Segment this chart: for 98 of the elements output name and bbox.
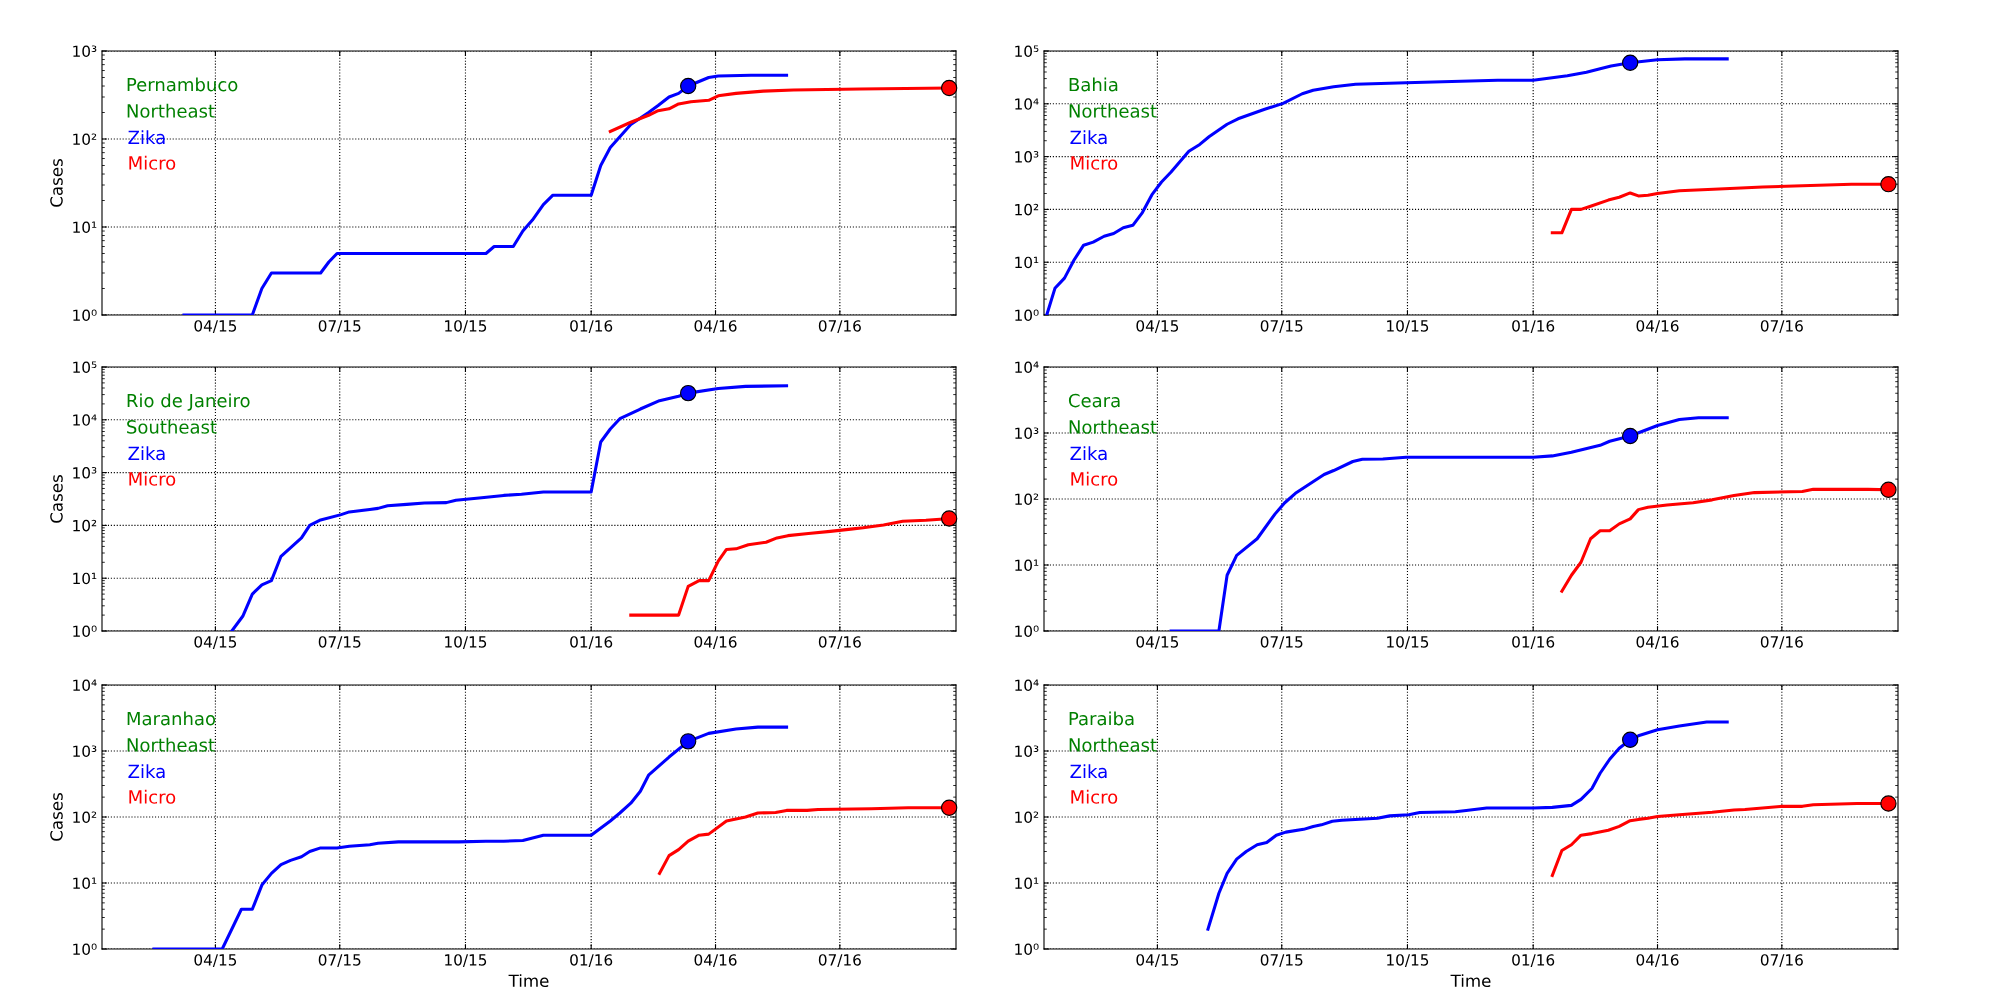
x-tick-label: 04/16 xyxy=(1636,320,1679,333)
x-tick-label: 07/16 xyxy=(818,636,861,649)
y-tick-label: 10⁵ xyxy=(1015,45,1039,58)
x-tick-label: 04/16 xyxy=(1636,636,1679,649)
y-tick-label: 10⁵ xyxy=(73,361,97,374)
x-tick-label: 01/16 xyxy=(570,320,613,333)
text: Ceara xyxy=(1068,393,1120,408)
y-tick-label: 10⁴ xyxy=(73,414,97,426)
x-tick-label: 07/15 xyxy=(1260,320,1303,333)
text: Pernambuco xyxy=(127,77,238,92)
y-tick-label: 10³ xyxy=(1015,427,1039,440)
y-tick-label: 10¹ xyxy=(1015,877,1039,890)
text: Northeast xyxy=(1069,419,1157,434)
text: Bahia xyxy=(1069,77,1118,92)
x-tick-label: 10/15 xyxy=(1387,954,1429,967)
line-series xyxy=(1169,416,1729,631)
text: Maranhao xyxy=(127,711,216,726)
text: Rio de Janeiro xyxy=(127,393,250,411)
text: Micro xyxy=(1071,471,1118,486)
x-tick-label: 04/16 xyxy=(694,954,737,967)
text: Northeast xyxy=(1069,103,1157,118)
text: Zika xyxy=(128,764,165,779)
x-tick-label: 10/15 xyxy=(445,320,487,333)
text: Southeast xyxy=(127,419,217,434)
y-tick-label: 10³ xyxy=(1015,745,1039,758)
y-tick-label: 10³ xyxy=(73,45,97,58)
x-tick-label: 07/15 xyxy=(318,636,361,649)
line-series xyxy=(1206,720,1729,931)
text: Zika xyxy=(1070,764,1107,779)
x-axis-title: Time xyxy=(1450,974,1491,988)
y-tick-label: 10⁰ xyxy=(73,309,97,322)
y-tick-label: 10² xyxy=(73,811,97,824)
x-axis-title: Time xyxy=(508,974,549,988)
x-tick-label: 10/15 xyxy=(1387,320,1429,333)
text: Micro xyxy=(1071,155,1118,170)
x-tick-label: 04/16 xyxy=(694,320,737,333)
y-tick-label: 10¹ xyxy=(1015,559,1039,572)
x-tick-label: 10/15 xyxy=(1387,636,1429,649)
y-axis-title: Cases xyxy=(50,793,63,841)
y-tick-label: 10² xyxy=(73,519,97,532)
text: Northeast xyxy=(127,737,215,752)
y-tick-label: 10⁰ xyxy=(73,625,97,638)
y-tick-label: 10¹ xyxy=(73,572,97,585)
x-tick-label: 04/16 xyxy=(1636,954,1679,967)
y-tick-label: 10⁴ xyxy=(1015,361,1039,374)
y-tick-label: 10⁴ xyxy=(1015,679,1039,692)
x-tick-label: 04/15 xyxy=(1136,636,1179,649)
text: Micro xyxy=(129,155,176,170)
x-tick-label: 10/15 xyxy=(445,954,487,967)
x-tick-label: 07/16 xyxy=(1760,320,1803,333)
y-tick-label: 10² xyxy=(73,133,97,146)
x-tick-label: 01/16 xyxy=(1512,636,1555,649)
x-tick-label: 04/15 xyxy=(1136,954,1179,967)
y-tick-label: 10⁴ xyxy=(73,679,97,692)
y-tick-label: 10¹ xyxy=(73,221,97,234)
x-tick-label: 10/15 xyxy=(445,636,487,649)
x-tick-label: 04/16 xyxy=(694,636,737,649)
x-tick-label: 07/15 xyxy=(318,320,361,333)
y-tick-label: 10³ xyxy=(1015,151,1039,163)
y-tick-label: 10⁰ xyxy=(1015,625,1039,638)
y-tick-label: 10² xyxy=(1015,493,1039,506)
y-tick-label: 10⁴ xyxy=(1015,98,1039,110)
y-tick-label: 10² xyxy=(1015,203,1039,216)
y-tick-label: 10² xyxy=(1015,811,1039,824)
x-tick-label: 04/15 xyxy=(1136,320,1179,333)
x-tick-label: 07/15 xyxy=(1260,636,1303,649)
text: Micro xyxy=(1071,789,1118,804)
y-tick-label: 10¹ xyxy=(1015,256,1039,269)
y-tick-label: 10³ xyxy=(73,467,97,479)
y-axis-title: Cases xyxy=(50,159,63,207)
y-tick-label: 10³ xyxy=(73,745,97,758)
x-tick-label: 07/15 xyxy=(1260,954,1303,967)
x-tick-label: 04/15 xyxy=(194,320,237,333)
x-tick-label: 07/16 xyxy=(1760,636,1803,649)
text: Zika xyxy=(128,130,165,145)
x-tick-label: 01/16 xyxy=(570,954,613,967)
y-axis-title: Cases xyxy=(50,475,63,523)
x-tick-label: 01/16 xyxy=(1512,954,1555,967)
text: Northeast xyxy=(127,103,215,118)
x-tick-label: 07/15 xyxy=(318,954,361,967)
y-tick-label: 10¹ xyxy=(73,877,97,890)
x-tick-label: 01/16 xyxy=(1512,320,1555,333)
text: Zika xyxy=(1070,130,1107,145)
y-tick-label: 10⁰ xyxy=(1015,943,1039,956)
y-tick-label: 10⁰ xyxy=(73,943,97,956)
text: Micro xyxy=(129,471,176,486)
x-tick-label: 07/16 xyxy=(818,320,861,333)
x-tick-label: 01/16 xyxy=(570,636,613,649)
x-tick-label: 07/16 xyxy=(1760,954,1803,967)
y-tick-label: 10⁰ xyxy=(1015,309,1039,322)
text: Paraiba xyxy=(1069,711,1134,726)
text: Northeast xyxy=(1069,737,1157,752)
x-tick-label: 04/15 xyxy=(194,954,237,967)
x-tick-label: 04/15 xyxy=(194,636,237,649)
text: Micro xyxy=(129,789,176,804)
x-tick-label: 07/16 xyxy=(818,954,861,967)
text: Zika xyxy=(128,446,165,461)
text: Zika xyxy=(1070,446,1107,461)
